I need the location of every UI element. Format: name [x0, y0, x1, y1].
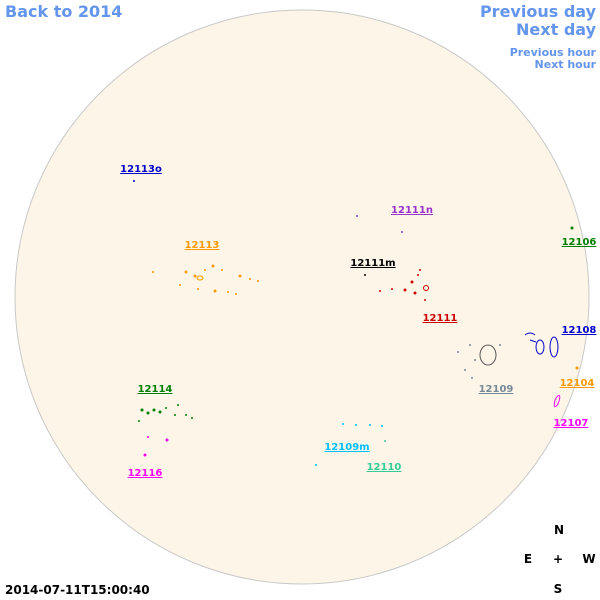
solar-disk [14, 9, 590, 585]
timestamp: 2014-07-11T15:00:40 [5, 583, 150, 597]
sunspot [575, 366, 579, 370]
compass-west: W [582, 552, 595, 566]
sunspot [553, 394, 561, 408]
next-hour-link[interactable]: Next hour [535, 58, 597, 71]
sunspot-group [138, 404, 193, 422]
compass-south: S [554, 582, 563, 596]
sunspot [356, 215, 358, 217]
region-label[interactable]: 12113 [185, 240, 220, 251]
sunspot-group [143, 436, 169, 457]
compass-east: E [524, 552, 532, 566]
region-label[interactable]: 12111n [391, 205, 433, 216]
sunspot [384, 440, 386, 442]
region-label[interactable]: 12116 [128, 468, 163, 479]
region-label[interactable]: 12113o [120, 164, 162, 175]
region-label[interactable]: 12109 [479, 384, 514, 395]
region-label[interactable]: 12111m [350, 258, 395, 269]
sunspots [133, 180, 579, 466]
sunspot [570, 226, 574, 230]
next-day-link[interactable]: Next day [516, 20, 597, 39]
previous-day-link[interactable]: Previous day [480, 2, 597, 21]
sunspot [401, 231, 403, 233]
region-label[interactable]: 12108 [562, 325, 597, 336]
compass-center: + [553, 552, 563, 566]
previous-hour-link[interactable]: Previous hour [510, 46, 597, 59]
region-label[interactable]: 12107 [554, 418, 589, 429]
sunspot [364, 274, 366, 276]
sunspot-group [315, 423, 383, 466]
region-label[interactable]: 12106 [562, 237, 597, 248]
region-label[interactable]: 12104 [560, 378, 595, 389]
region-label[interactable]: 12109m [324, 442, 369, 453]
region-label[interactable]: 12111 [423, 313, 458, 324]
sunspot-group [457, 344, 501, 379]
sunspot [133, 180, 135, 182]
sunspot-group [152, 264, 259, 295]
region-label[interactable]: 12114 [138, 384, 173, 395]
compass-north: N [554, 523, 564, 537]
sunspot-group [379, 269, 429, 301]
back-link[interactable]: Back to 2014 [5, 2, 122, 21]
region-label[interactable]: 12110 [367, 462, 402, 473]
sunspot-group [524, 332, 559, 358]
